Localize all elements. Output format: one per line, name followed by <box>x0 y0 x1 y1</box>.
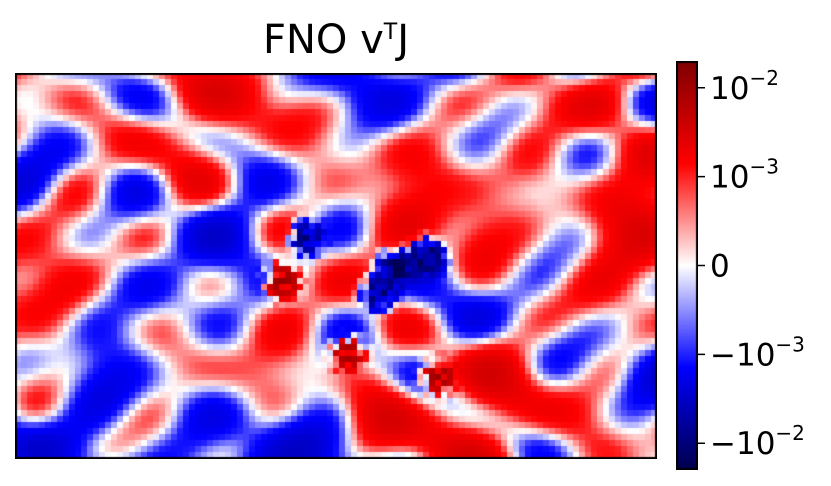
colorbar-axis: 10−2 10−3 0 −10−3 −10−2 <box>698 66 805 462</box>
colorbar-tick-label: 10−2 <box>710 66 779 107</box>
colorbar-tick-label: 10−3 <box>710 155 779 196</box>
colorbar-tick-label: −10−2 <box>710 421 805 462</box>
colorbar-tick-label: −10−3 <box>710 332 805 373</box>
chart-title: FNO vTJ <box>262 17 410 63</box>
heatmap-plot <box>15 73 657 459</box>
colorbar <box>676 61 698 470</box>
colorbar-tick-label: 0 <box>710 249 730 285</box>
